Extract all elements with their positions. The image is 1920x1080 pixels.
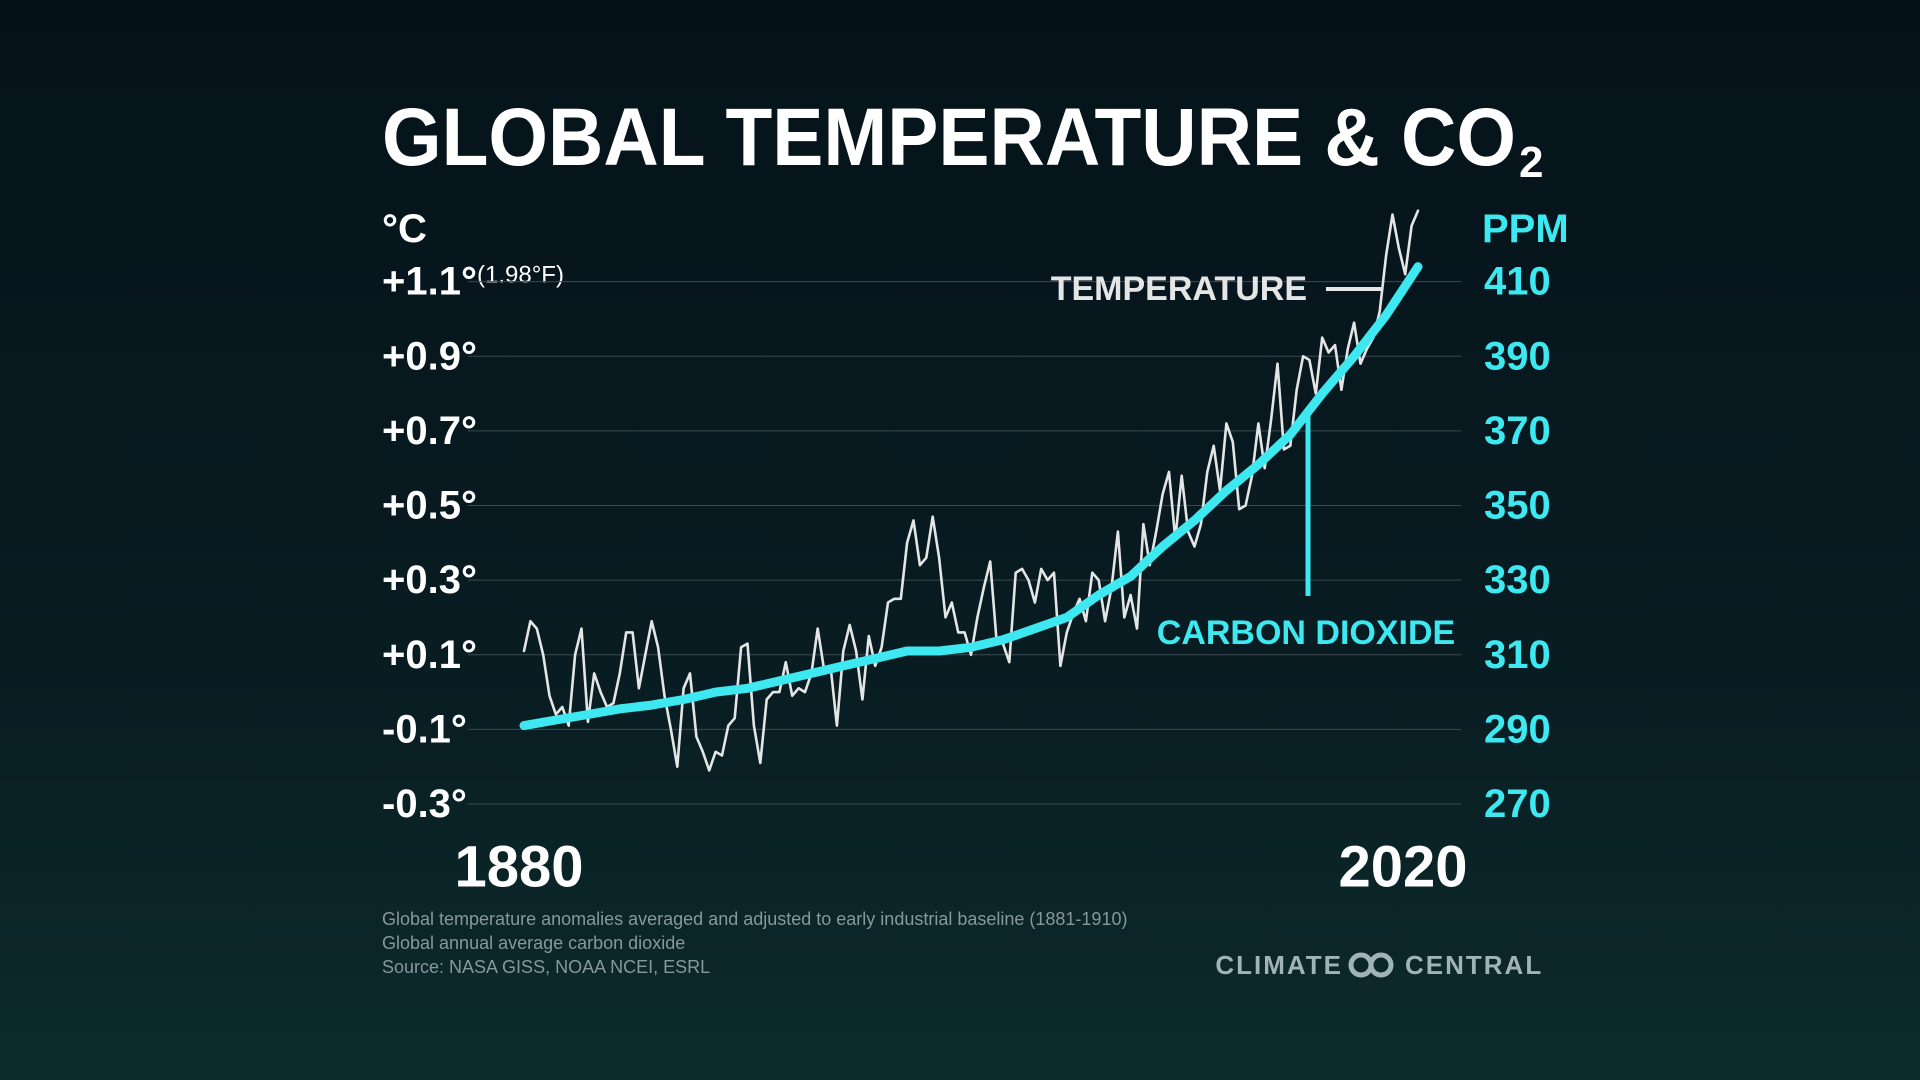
y2-tick-label: 310 bbox=[1484, 633, 1551, 677]
footnote: Global annual average carbon dioxide bbox=[382, 933, 685, 953]
y-tick-label: -0.1° bbox=[382, 707, 467, 751]
legend-label: CARBON DIOXIDE bbox=[1157, 614, 1455, 652]
y-tick-label: +0.5° bbox=[382, 484, 477, 528]
y-tick-label: +0.1° bbox=[382, 633, 477, 677]
y-tick-label: +0.9° bbox=[382, 334, 477, 378]
y2-tick-label: 350 bbox=[1484, 484, 1551, 528]
y2-tick-label: 330 bbox=[1484, 558, 1551, 602]
y2-tick-label: 290 bbox=[1484, 707, 1551, 751]
y-axis-label: °C bbox=[382, 207, 427, 251]
y2-tick-label: 390 bbox=[1484, 334, 1551, 378]
title-subscript: 2 bbox=[1519, 138, 1543, 187]
y2-tick-label: 370 bbox=[1484, 409, 1551, 453]
annotation: (1.98°F) bbox=[477, 262, 564, 289]
logo-icon bbox=[1348, 952, 1394, 978]
y-tick-label: +1.1° bbox=[382, 260, 477, 304]
x-tick-label: 2020 bbox=[1338, 835, 1467, 900]
y2-tick-label: 270 bbox=[1484, 782, 1551, 826]
y2-axis-label: PPM bbox=[1482, 207, 1569, 251]
co2-line bbox=[519, 262, 1423, 731]
chart-title: GLOBAL TEMPERATURE & CO bbox=[382, 92, 1516, 183]
legend-label: TEMPERATURE bbox=[1051, 270, 1307, 308]
y2-tick-label: 410 bbox=[1484, 260, 1551, 304]
y-tick-label: +0.3° bbox=[382, 558, 477, 602]
footnote: Global temperature anomalies averaged an… bbox=[382, 909, 1127, 929]
brand: CENTRAL bbox=[1405, 950, 1543, 980]
y-tick-label: +0.7° bbox=[382, 409, 477, 453]
temperature-line bbox=[522, 209, 1420, 772]
footnote: Source: NASA GISS, NOAA NCEI, ESRL bbox=[382, 957, 710, 977]
x-tick-label: 1880 bbox=[454, 835, 583, 900]
brand: CLIMATE bbox=[1215, 950, 1343, 980]
y-tick-label: -0.3° bbox=[382, 782, 467, 826]
